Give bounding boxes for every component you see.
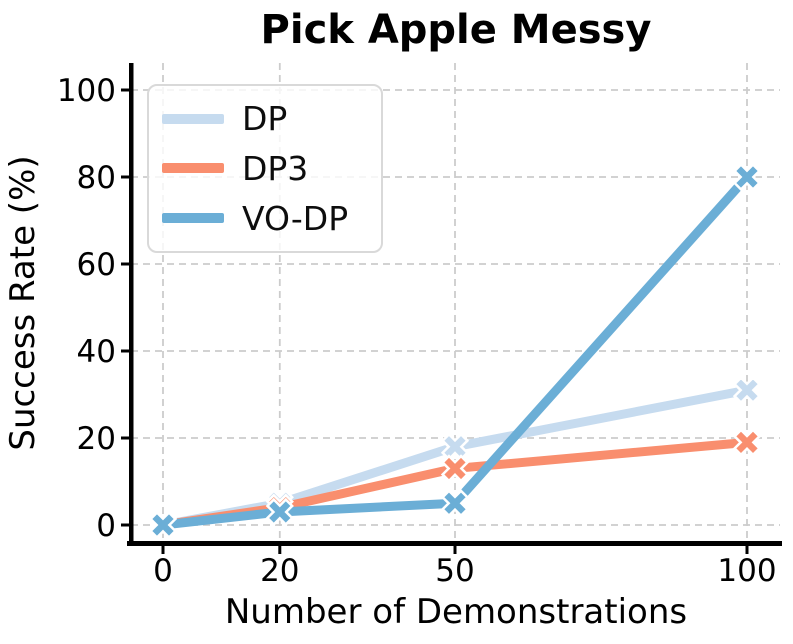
data-point-marker-vo-dp [265, 497, 294, 527]
x-marker-icon [148, 510, 178, 540]
legend-item-dp3: DP3 [162, 152, 373, 185]
legend-item-dp: DP [162, 102, 373, 135]
y-tick-label: 40 [77, 334, 116, 370]
x-marker-icon [732, 162, 762, 192]
x-tick-label: 0 [153, 553, 173, 589]
data-point-marker-vo-dp [148, 510, 178, 540]
x-marker-icon [440, 489, 470, 518]
x-marker-icon [732, 376, 762, 405]
y-tick-label: 100 [57, 73, 116, 109]
x-marker-icon [265, 497, 294, 527]
y-tick-label: 80 [77, 160, 116, 196]
legend-swatch-dp3-icon [162, 163, 224, 174]
x-axis-spine [127, 541, 782, 546]
legend-item-vodp: VO-DP [162, 202, 373, 235]
legend-swatch-dp-icon [162, 113, 224, 124]
x-tick-label: 100 [717, 553, 776, 589]
y-axis-spine [129, 63, 134, 546]
x-marker-icon [440, 454, 470, 483]
y-axis-label: Success Rate (%) [3, 155, 43, 451]
series-line-vo-dp [158, 172, 752, 530]
data-point-marker-dp [732, 376, 762, 405]
x-tick-label: 50 [435, 553, 474, 589]
legend-swatch-vodp-icon [162, 213, 224, 224]
x-marker-icon [732, 428, 762, 457]
data-point-marker-vo-dp [440, 489, 470, 518]
chart-title: Pick Apple Messy [260, 7, 652, 53]
data-point-marker-dp3 [440, 454, 470, 483]
y-tick-label: 0 [96, 508, 116, 544]
legend-label-dp3: DP3 [242, 148, 309, 188]
x-axis-label: Number of Demonstrations [224, 592, 688, 632]
legend-label-vodp: VO-DP [242, 198, 349, 238]
y-tick-label: 20 [77, 421, 116, 457]
data-point-marker-dp3 [732, 428, 762, 457]
x-tick-label: 20 [260, 553, 299, 589]
legend-label-dp: DP [242, 99, 288, 139]
legend: DP DP3 VO-DP [147, 84, 383, 253]
data-point-marker-vo-dp [732, 162, 762, 192]
y-tick-label: 60 [77, 247, 116, 283]
